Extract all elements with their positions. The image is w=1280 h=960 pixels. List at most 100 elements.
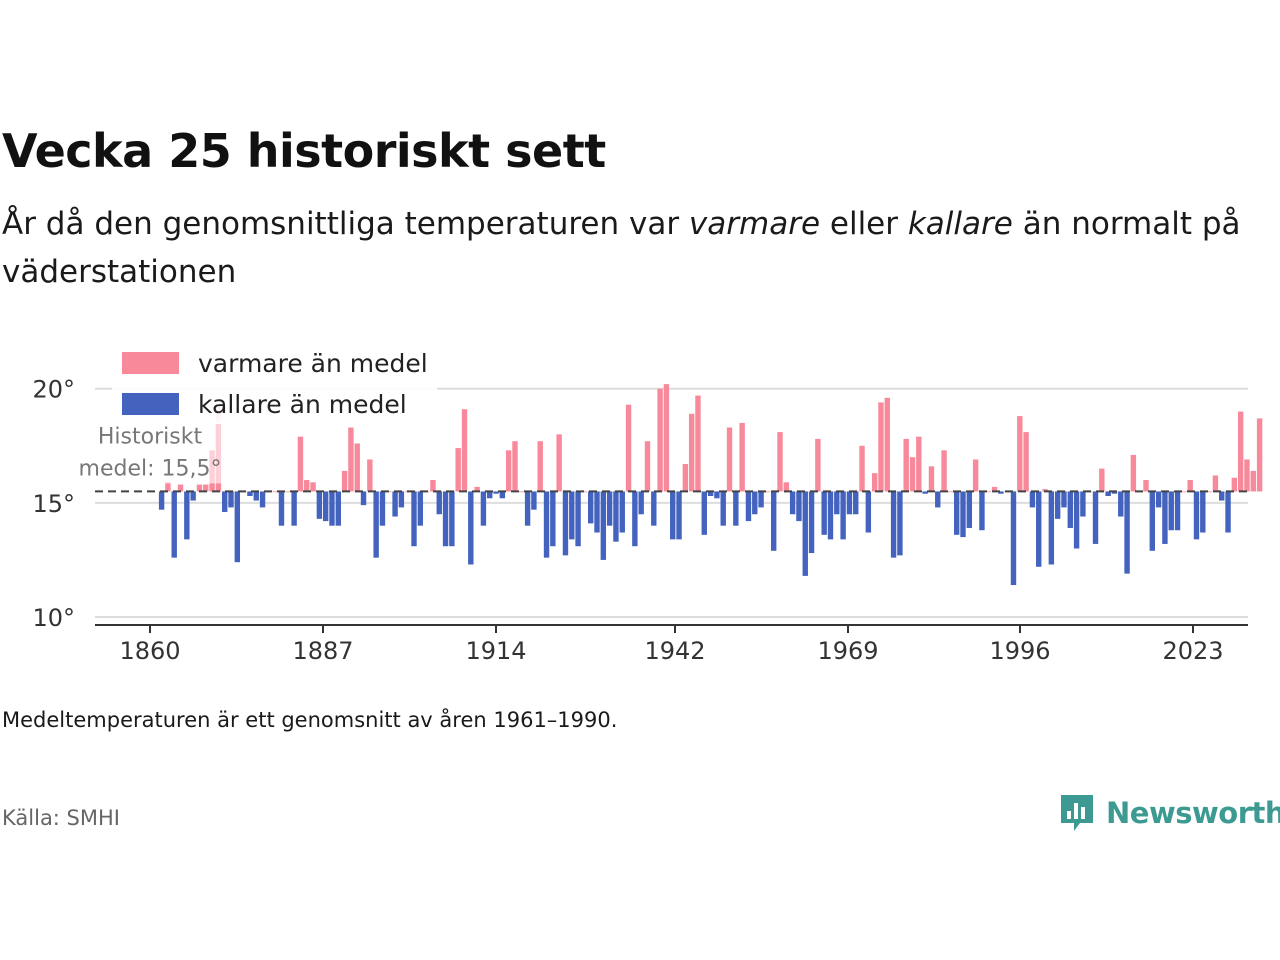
bar-warm — [556, 434, 562, 492]
bar-warm — [625, 404, 632, 492]
bar-warm — [726, 427, 733, 492]
bar-cold — [259, 491, 266, 508]
subtitle-warm-word: varmare — [688, 206, 821, 242]
bar-cold — [714, 491, 720, 499]
bar-cold — [550, 491, 556, 547]
bar-cold — [360, 491, 367, 506]
bar-warm — [165, 482, 171, 492]
bar-warm — [505, 450, 512, 492]
bar-warm — [1187, 480, 1193, 492]
bar-warm — [695, 395, 701, 492]
bar-cold — [834, 491, 840, 515]
bar-cold — [373, 491, 379, 558]
footnote: Medeltemperaturen är ett genomsnitt av å… — [2, 708, 618, 732]
bar-cold — [594, 491, 600, 533]
baseline-label-line-1: Historiskt — [98, 424, 203, 449]
bar-warm — [474, 486, 480, 492]
bar-cold — [745, 491, 752, 522]
bar-cold — [398, 491, 405, 508]
bar-cold — [468, 491, 474, 565]
bar-cold — [897, 491, 903, 556]
bar-cold — [979, 491, 985, 531]
bar-warm — [909, 457, 916, 492]
bar-cold — [171, 491, 177, 558]
bar-cold — [1149, 491, 1156, 551]
bar-cold — [480, 491, 487, 526]
bar-cold — [247, 491, 253, 496]
legend-swatch-warm — [122, 352, 179, 374]
bar-warm — [1250, 470, 1256, 492]
bar-warm — [1256, 418, 1263, 492]
bar-cold — [278, 491, 285, 526]
bar-cold — [632, 491, 638, 547]
bar-warm — [1244, 459, 1250, 492]
bar-cold — [638, 491, 644, 515]
brand-name: Newsworthy — [1106, 796, 1280, 830]
bar-cold — [442, 491, 449, 547]
x-tick-label: 1887 — [292, 637, 353, 665]
bar-warm — [367, 459, 373, 492]
bar-cold — [796, 491, 802, 522]
brand-logo: Newsworthy — [1058, 792, 1280, 834]
bar-warm — [1042, 489, 1048, 492]
bar-cold — [1073, 491, 1080, 549]
bar-cold — [575, 491, 581, 547]
bar-cold — [499, 491, 506, 499]
bar-warm — [884, 397, 890, 492]
bar-cold — [808, 491, 815, 554]
bar-warm — [764, 491, 771, 493]
bar-cold — [1036, 491, 1042, 567]
bar-cold — [1174, 491, 1181, 531]
bar-cold — [998, 491, 1004, 494]
bar-warm — [1099, 468, 1105, 492]
bar-cold — [676, 491, 682, 540]
baseline-label-background — [78, 419, 226, 484]
bar-cold — [158, 491, 165, 510]
bar-cold — [1010, 491, 1017, 586]
bar-cold — [758, 491, 764, 508]
bar-warm — [304, 480, 310, 492]
legend-label-cold: kallare än medel — [198, 390, 407, 419]
bar-warm — [196, 484, 203, 492]
bar-warm — [341, 470, 348, 492]
bar-cold — [1168, 491, 1174, 531]
bar-cold — [1200, 491, 1206, 533]
bar-cold — [827, 491, 834, 540]
bar-warm — [272, 491, 278, 493]
subtitle-part-1: År då den genomsnittliga temperaturen va… — [2, 206, 689, 242]
bar-cold — [960, 491, 966, 538]
bar-cold — [600, 491, 607, 560]
bar-cold — [1118, 491, 1124, 517]
bar-cold — [789, 491, 796, 515]
bar-cold — [707, 491, 714, 496]
bar-cold — [392, 491, 398, 517]
bar-warm — [297, 436, 304, 492]
bar-cold — [670, 491, 676, 540]
baseline-label: Historiskt medel: 15,5° — [78, 419, 226, 484]
bar-cold — [253, 491, 259, 501]
bar-warm — [203, 484, 209, 492]
bar-warm — [1023, 432, 1029, 492]
bar-cold — [935, 491, 941, 508]
bar-warm — [871, 473, 878, 492]
bar-cold — [865, 491, 872, 533]
bar-cold — [436, 491, 442, 515]
bar-warm — [739, 422, 745, 492]
bar-cold — [890, 491, 897, 558]
legend: varmare än medel kallare än medel — [112, 344, 437, 424]
bar-warm — [783, 482, 790, 492]
bar-warm — [682, 464, 689, 492]
bar-cold — [1124, 491, 1130, 574]
bar-warm — [348, 427, 354, 492]
bar-warm — [878, 402, 884, 492]
bar-cold — [1219, 491, 1225, 501]
page-title: Vecka 25 historiskt sett — [2, 124, 606, 178]
bar-cold — [922, 491, 928, 494]
bar-warm — [972, 459, 979, 492]
x-tick-label: 1942 — [644, 637, 705, 665]
temperature-bar-chart: 10°15°20° Historiskt medel: 15,5° 1860 18… — [32, 344, 1263, 665]
bar-cold — [1048, 491, 1055, 565]
bar-cold — [524, 491, 531, 526]
bar-cold — [1155, 491, 1162, 508]
bar-cold — [1029, 491, 1036, 508]
